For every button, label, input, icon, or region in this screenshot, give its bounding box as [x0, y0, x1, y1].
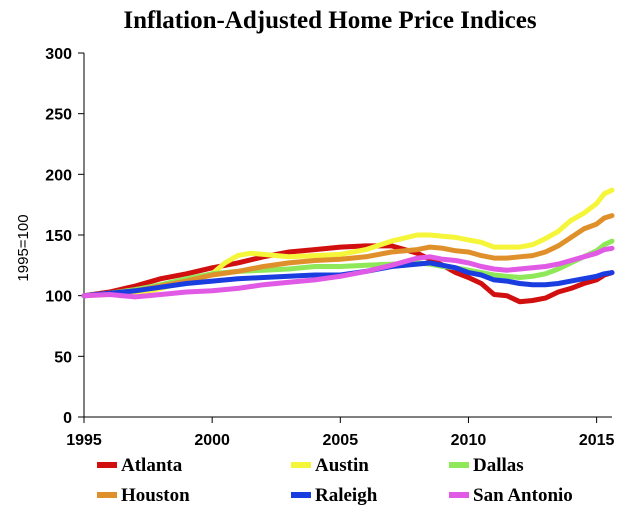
y-tick-label: 200	[45, 167, 72, 184]
series-line-san-antonio	[81, 245, 615, 300]
series-line-raleigh	[81, 260, 615, 299]
x-tick-label: 2015	[579, 432, 615, 449]
legend-label-dallas: Dallas	[473, 455, 524, 476]
legend-label-atlanta: Atlanta	[121, 455, 183, 476]
x-tick-label: 2000	[194, 432, 230, 449]
legend-label-austin: Austin	[315, 455, 369, 476]
legend: Atlanta Austin Dallas Houston Raleigh San Ant…	[97, 455, 573, 506]
y-tick-label: 50	[54, 349, 72, 366]
y-tick-label: 0	[63, 410, 72, 427]
x-tick-label: 1995	[66, 432, 102, 449]
y-tick-label: 300	[45, 46, 72, 63]
plot-area: 0 50 100 150 200 250 300 1995 2000 2005 2010 2015	[45, 46, 614, 449]
y-tick-label: 100	[45, 289, 72, 306]
x-tick-label: 2005	[323, 432, 359, 449]
legend-label-san-antonio: San Antonio	[473, 485, 573, 506]
y-tick-label: 150	[45, 228, 72, 245]
chart-title: Inflation-Adjusted Home Price Indices	[123, 7, 536, 34]
x-tick-label: 2010	[451, 432, 487, 449]
legend-label-raleigh: Raleigh	[315, 485, 378, 506]
series-line-houston	[81, 213, 615, 299]
legend-label-houston: Houston	[121, 485, 190, 506]
y-axis-label: 1995=100	[15, 214, 32, 281]
y-tick-label: 250	[45, 107, 72, 124]
